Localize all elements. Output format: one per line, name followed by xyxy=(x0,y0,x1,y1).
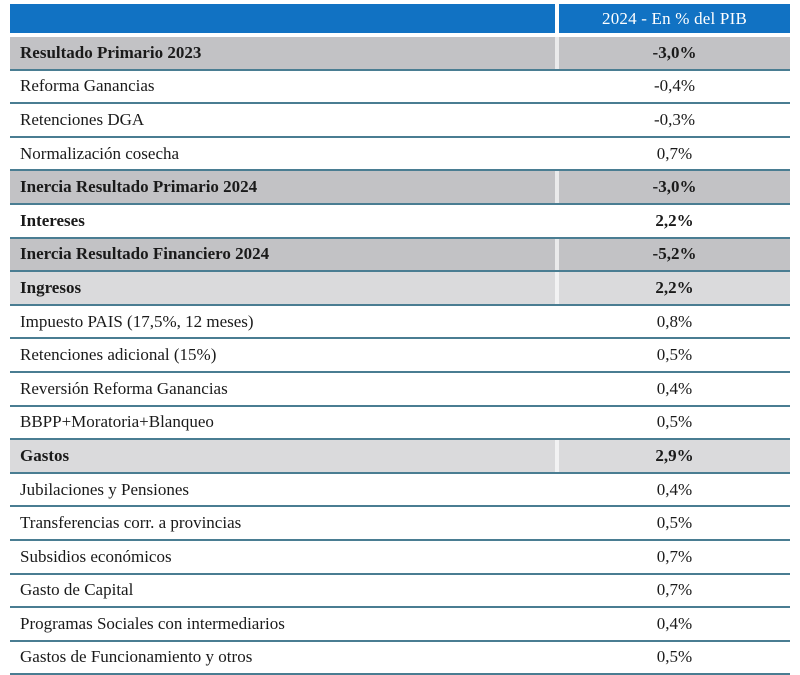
table-row: Normalización cosecha 0,7% xyxy=(10,137,790,172)
row-value: 0,7% xyxy=(656,546,693,566)
column-divider xyxy=(555,641,559,674)
row-label: Retenciones DGA xyxy=(20,109,145,129)
row-value: 2,2% xyxy=(655,210,694,230)
table-row: Retenciones adicional (15%) 0,5% xyxy=(10,339,790,373)
column-divider xyxy=(555,473,559,506)
table-row: Intereses 2,2% xyxy=(10,204,790,239)
row-label: Inercia Resultado Primario 2024 xyxy=(20,177,258,197)
row-label: Reversión Reforma Ganancias xyxy=(20,378,228,398)
column-divider xyxy=(555,37,559,69)
table-header-row: 2024 - En % del PIB xyxy=(10,4,790,33)
row-value: 0,5% xyxy=(656,647,693,667)
row-value: -5,2% xyxy=(652,244,697,264)
table-row: Inercia Resultado Financiero 2024 -5,2% xyxy=(10,238,790,273)
column-divider xyxy=(555,574,559,607)
column-divider xyxy=(555,406,559,439)
row-value: 0,4% xyxy=(656,613,693,633)
column-divider xyxy=(555,372,559,405)
row-value: 2,9% xyxy=(655,445,694,465)
column-divider xyxy=(555,540,559,573)
row-value: 2,2% xyxy=(655,277,694,297)
row-label: Intereses xyxy=(20,210,85,230)
column-divider xyxy=(555,204,559,237)
row-label: Retenciones adicional (15%) xyxy=(20,345,217,365)
column-divider xyxy=(555,137,559,170)
row-label: Ingresos xyxy=(20,277,82,297)
row-label: Gasto de Capital xyxy=(20,580,134,600)
table-row: Transferencias corr. a provincias 0,5% xyxy=(10,507,790,541)
row-label: Impuesto PAIS (17,5%, 12 meses) xyxy=(20,311,254,331)
row-value: -0,3% xyxy=(653,109,696,129)
row-value: 0,4% xyxy=(656,479,693,499)
table-row: Resultado Primario 2023 -3,0% xyxy=(10,37,790,71)
row-value: 0,5% xyxy=(656,513,693,533)
column-divider xyxy=(555,70,559,103)
table-row: Retenciones DGA -0,3% xyxy=(10,104,790,138)
row-label: Programas Sociales con intermediarios xyxy=(20,613,285,633)
table-row: Gastos de Funcionamiento y otros 0,5% xyxy=(10,641,790,675)
table-row: Impuesto PAIS (17,5%, 12 meses) 0,8% xyxy=(10,305,790,340)
table-row: Gastos 2,9% xyxy=(10,440,790,474)
row-value: -3,0% xyxy=(652,177,697,197)
header-column-divider xyxy=(555,4,559,33)
table-row: Jubilaciones y Pensiones 0,4% xyxy=(10,473,790,508)
column-divider xyxy=(555,507,559,539)
column-divider xyxy=(555,171,559,203)
table-row: Ingresos 2,2% xyxy=(10,272,790,306)
row-label: Gastos de Funcionamiento y otros xyxy=(20,647,253,667)
column-divider xyxy=(555,440,559,472)
table-body: Resultado Primario 2023 -3,0% Reforma Ga… xyxy=(10,37,790,675)
row-value: 0,4% xyxy=(656,378,693,398)
row-label: Subsidios económicos xyxy=(20,546,172,566)
row-label: Gastos xyxy=(20,445,70,465)
header-value-column-label: 2024 - En % del PIB xyxy=(559,4,790,33)
column-divider xyxy=(555,608,559,640)
row-label: BBPP+Moratoria+Blanqueo xyxy=(20,412,214,432)
column-divider xyxy=(555,238,559,271)
row-value: 0,7% xyxy=(656,143,693,163)
table-row: Reversión Reforma Ganancias 0,4% xyxy=(10,372,790,407)
row-label: Normalización cosecha xyxy=(20,143,180,163)
row-value: 0,5% xyxy=(656,345,693,365)
table-row: BBPP+Moratoria+Blanqueo 0,5% xyxy=(10,406,790,441)
header-corner-cell xyxy=(10,4,555,33)
table-row: Reforma Ganancias -0,4% xyxy=(10,70,790,105)
fiscal-table: 2024 - En % del PIB Resultado Primario 2… xyxy=(10,4,790,675)
row-label: Jubilaciones y Pensiones xyxy=(20,479,190,499)
column-divider xyxy=(555,272,559,304)
row-value: 0,5% xyxy=(656,412,693,432)
table-row: Subsidios económicos 0,7% xyxy=(10,540,790,575)
row-value: -3,0% xyxy=(652,42,697,62)
table-row: Programas Sociales con intermediarios 0,… xyxy=(10,608,790,642)
column-divider xyxy=(555,305,559,338)
row-label: Reforma Ganancias xyxy=(20,76,155,96)
row-value: 0,7% xyxy=(656,580,693,600)
row-label: Resultado Primario 2023 xyxy=(20,42,202,62)
table-row: Inercia Resultado Primario 2024 -3,0% xyxy=(10,171,790,205)
table-row: Gasto de Capital 0,7% xyxy=(10,574,790,609)
row-label: Inercia Resultado Financiero 2024 xyxy=(20,244,270,264)
column-divider xyxy=(555,104,559,136)
column-divider xyxy=(555,339,559,371)
row-value: 0,8% xyxy=(656,311,693,331)
row-value: -0,4% xyxy=(653,76,696,96)
row-label: Transferencias corr. a provincias xyxy=(20,513,242,533)
